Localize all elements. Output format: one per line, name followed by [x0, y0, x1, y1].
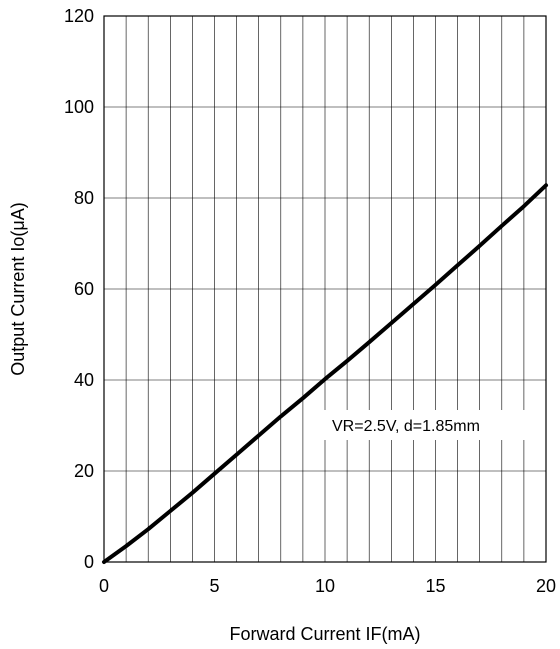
x-tick-label: 20	[536, 576, 556, 596]
x-tick-label: 5	[209, 576, 219, 596]
x-tick-label: 10	[315, 576, 335, 596]
annotation-background	[322, 410, 542, 440]
y-tick-label: 120	[64, 6, 94, 26]
x-tick-label: 15	[425, 576, 445, 596]
series-line	[102, 183, 548, 564]
tick-labels: 0 5 10 15 20 0 20 40 60 80 100 120	[64, 6, 556, 596]
y-axis-label: Output Current Io(μA)	[8, 202, 28, 375]
y-tick-label: 100	[64, 97, 94, 117]
y-tick-label: 20	[74, 461, 94, 481]
y-tick-label: 80	[74, 188, 94, 208]
annotation-text: VR=2.5V, d=1.85mm	[332, 418, 480, 435]
annotation: VR=2.5V, d=1.85mm	[322, 410, 542, 440]
y-tick-label: 60	[74, 279, 94, 299]
x-axis-label: Forward Current IF(mA)	[229, 624, 420, 644]
x-tick-label: 0	[99, 576, 109, 596]
y-tick-label: 0	[84, 552, 94, 572]
y-tick-label: 40	[74, 370, 94, 390]
plot-frame	[103, 15, 547, 563]
grid	[104, 16, 546, 562]
